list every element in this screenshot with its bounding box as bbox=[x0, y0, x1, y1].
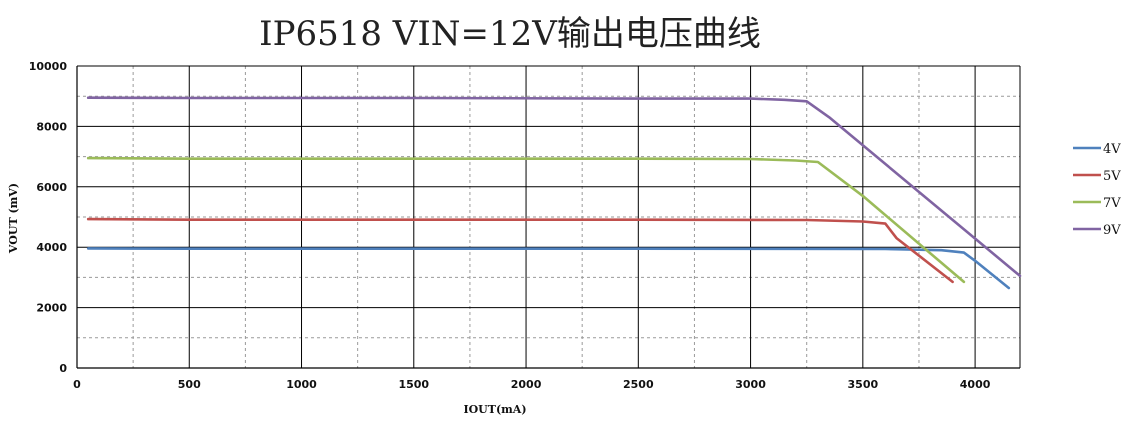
series-lines bbox=[86, 96, 1022, 290]
legend-label-5v: 5V bbox=[1103, 169, 1121, 184]
y-tick-label: 6000 bbox=[36, 181, 67, 194]
y-axis-ticks: 0 2000 4000 6000 8000 10000 bbox=[29, 60, 68, 375]
x-tick-label: 3000 bbox=[735, 378, 766, 391]
y-tick-label: 10000 bbox=[29, 60, 68, 73]
x-tick-label: 4000 bbox=[960, 378, 991, 391]
y-tick-label: 0 bbox=[59, 362, 67, 375]
series-line-5v bbox=[86, 217, 954, 284]
x-tick-label: 2000 bbox=[511, 378, 542, 391]
x-tick-label: 1500 bbox=[398, 378, 429, 391]
x-axis-label: IOUT(mA) bbox=[463, 403, 526, 416]
legend: 4V 5V 7V 9V bbox=[1073, 142, 1121, 238]
grid bbox=[76, 65, 1021, 369]
x-tick-label: 3500 bbox=[848, 378, 879, 391]
x-tick-label: 0 bbox=[73, 378, 81, 391]
x-axis-ticks: 0 500 1000 1500 2000 2500 3000 3500 4000 bbox=[73, 378, 991, 391]
x-tick-label: 500 bbox=[178, 378, 201, 391]
y-tick-label: 2000 bbox=[36, 302, 67, 315]
chart-title: IP6518 VIN=12V输出电压曲线 bbox=[259, 14, 761, 54]
x-tick-label: 1000 bbox=[286, 378, 317, 391]
legend-label-4v: 4V bbox=[1103, 142, 1121, 157]
legend-label-9v: 9V bbox=[1103, 223, 1121, 238]
series-line-7v bbox=[86, 156, 966, 284]
y-tick-label: 8000 bbox=[36, 120, 67, 133]
series-line-4v bbox=[86, 247, 1011, 290]
legend-label-7v: 7V bbox=[1103, 196, 1121, 211]
y-tick-label: 4000 bbox=[36, 241, 67, 254]
x-tick-label: 2500 bbox=[623, 378, 654, 391]
series-line-9v bbox=[86, 96, 1022, 278]
y-axis-label: VOUT (mV) bbox=[7, 183, 20, 254]
